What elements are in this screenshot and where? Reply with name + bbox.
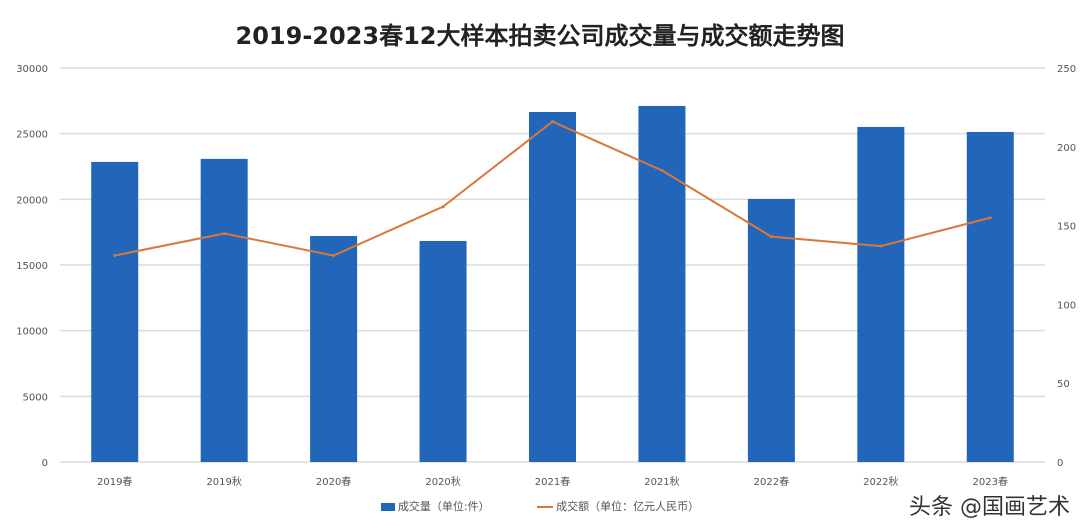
line-point-2022秋	[879, 244, 883, 248]
bar-2022春	[747, 198, 795, 462]
line-point-2020秋	[441, 205, 445, 209]
right-axis-tick: 150	[1057, 222, 1076, 233]
line-point-2022春	[769, 235, 773, 239]
line-point-2021春	[551, 120, 554, 124]
x-axis-tick: 2022春	[754, 476, 789, 488]
x-axis-tick: 2023春	[973, 476, 1008, 488]
x-axis-tick: 2019秋	[206, 475, 241, 488]
line-point-2020春	[332, 254, 336, 258]
right-axis-tick: 250	[1057, 64, 1076, 75]
x-axis-tick: 2020春	[316, 476, 351, 488]
bar-2023春	[966, 131, 1014, 462]
left-axis-tick: 30000	[16, 64, 48, 75]
chart-title: 2019-2023春12大样本拍卖公司成交量与成交额走势图	[235, 22, 845, 50]
left-axis-tick: 0	[42, 458, 48, 469]
watermark: 头条 @国画艺术	[909, 495, 1070, 520]
bar-2020秋	[419, 240, 467, 462]
legend-swatch-bar	[380, 503, 395, 511]
right-axis-tick: 200	[1057, 143, 1076, 154]
legend: 成交量（单位:件） 成交额（单位：亿元人民币）	[0, 500, 1080, 514]
bar-2021秋	[638, 105, 686, 463]
legend-item-amount: 成交额（单位：亿元人民币）	[537, 500, 699, 514]
legend-swatch-line	[537, 506, 554, 508]
bar-2019春	[91, 161, 139, 463]
left-axis-tick: 15000	[16, 261, 48, 272]
bar-2020春	[310, 235, 358, 462]
x-axis-tick: 2020秋	[425, 475, 460, 488]
x-axis-tick: 2021春	[535, 476, 570, 488]
right-axis-tick: 50	[1057, 379, 1070, 390]
legend-label: 成交量（单位:件）	[397, 500, 490, 513]
x-axis-tick: 2022秋	[863, 475, 898, 488]
left-axis-tick: 25000	[16, 130, 48, 141]
legend-item-volume: 成交量（单位:件）	[380, 500, 490, 514]
left-axis-tick: 5000	[23, 392, 48, 403]
line-point-2019秋	[222, 231, 226, 235]
x-axis-tick: 2021秋	[644, 475, 679, 488]
line-point-2023春	[988, 216, 992, 220]
left-axis-tick: 20000	[16, 195, 48, 206]
legend-label: 成交额（单位：亿元人民币）	[556, 500, 700, 513]
line-point-2021秋	[660, 168, 664, 172]
bar-2019秋	[200, 158, 248, 462]
right-axis-tick: 100	[1057, 300, 1076, 311]
bar-2021春	[529, 111, 576, 462]
bar-2022秋	[857, 126, 905, 463]
left-axis-tick: 10000	[16, 327, 48, 338]
right-axis-tick: 0	[1057, 458, 1063, 469]
line-point-2019春	[113, 254, 117, 258]
x-axis-tick: 2019春	[97, 476, 132, 488]
